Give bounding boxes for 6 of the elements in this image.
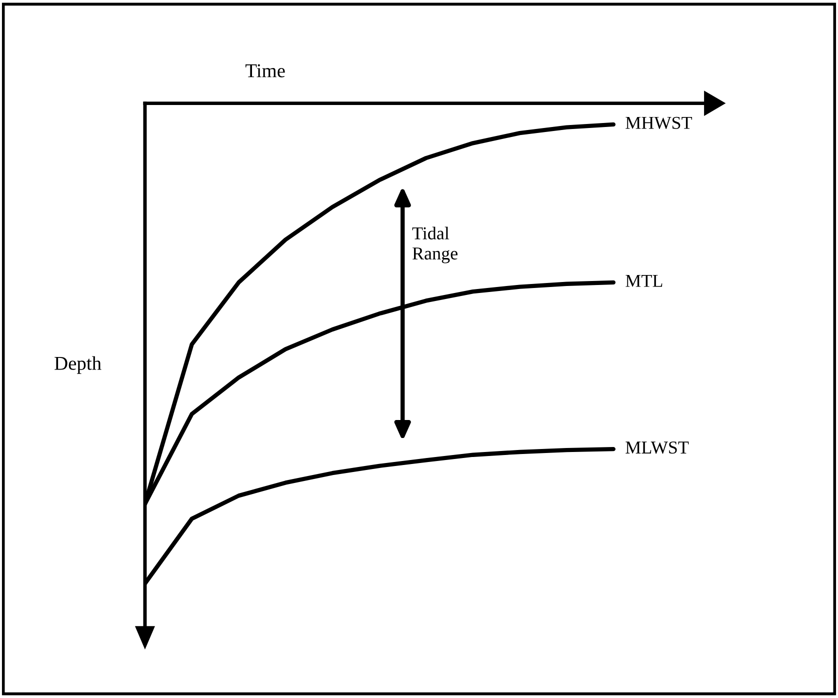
annotation: Tidal Range (412, 226, 458, 264)
series-label: MLWST (626, 441, 689, 454)
y-axis-title: Depth (54, 356, 102, 374)
x-axis-title: Time (246, 64, 285, 78)
series-label: MTL (626, 274, 662, 287)
series-label: MHWST (626, 116, 692, 130)
